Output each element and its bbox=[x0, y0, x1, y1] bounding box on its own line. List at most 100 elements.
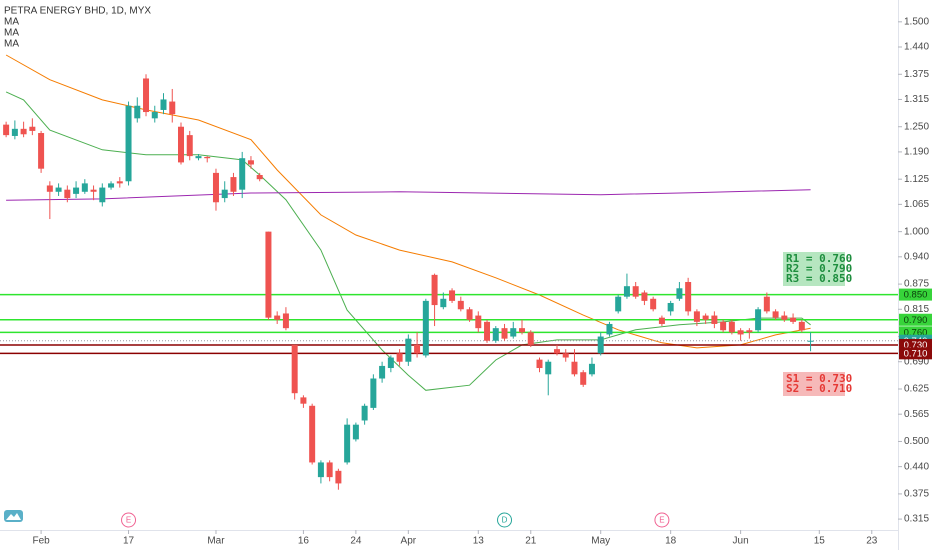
candle-body bbox=[597, 336, 604, 354]
price-badge-label: 0.850 bbox=[904, 290, 928, 301]
candle-body bbox=[658, 317, 665, 324]
x-tick-label: Mar bbox=[207, 536, 225, 547]
y-tick-label: 0.625 bbox=[904, 384, 929, 395]
candle-body bbox=[379, 365, 386, 379]
legend-entry: MA bbox=[4, 39, 19, 50]
y-tick-label: 0.500 bbox=[904, 436, 929, 447]
candle-body bbox=[728, 321, 735, 333]
candle-body bbox=[702, 315, 709, 320]
candle-body bbox=[29, 126, 36, 131]
candle-body bbox=[108, 183, 115, 188]
x-tick-label: May bbox=[591, 536, 610, 547]
candle-body bbox=[720, 321, 727, 331]
candle-body bbox=[3, 124, 10, 136]
y-tick-label: 1.000 bbox=[904, 226, 929, 237]
candle-body bbox=[807, 340, 814, 342]
candle-body bbox=[606, 323, 613, 335]
candle-body bbox=[73, 187, 80, 194]
candle-body bbox=[282, 313, 289, 329]
legend-entry: MA bbox=[4, 17, 19, 28]
event-marker bbox=[654, 512, 670, 528]
candle-body bbox=[790, 317, 797, 322]
candle-body bbox=[396, 353, 403, 362]
x-tick-label: Jun bbox=[733, 536, 749, 547]
candle-body bbox=[204, 156, 211, 159]
candle-body bbox=[64, 189, 71, 199]
candle-body bbox=[160, 99, 167, 110]
candle-body bbox=[457, 300, 464, 310]
resistance-box bbox=[783, 252, 845, 286]
chart-title: PETRA ENERGY BHD, 1D, MYX bbox=[4, 6, 151, 17]
candle-body bbox=[431, 274, 438, 306]
logo bbox=[4, 510, 23, 522]
x-tick-label: 18 bbox=[665, 536, 677, 547]
candle-body bbox=[300, 397, 307, 404]
plot-area bbox=[0, 54, 898, 490]
candle-body bbox=[256, 174, 263, 180]
candle-body bbox=[545, 361, 552, 375]
candle-body bbox=[134, 105, 141, 119]
x-tick-label: 17 bbox=[123, 536, 135, 547]
candle-body bbox=[239, 158, 246, 190]
candle-body bbox=[291, 344, 298, 394]
y-tick-label: 0.565 bbox=[904, 409, 929, 420]
candle-body bbox=[475, 315, 482, 329]
resistance-label: R3 = 0.850 bbox=[786, 272, 852, 285]
event-label: D bbox=[502, 516, 508, 525]
candle-body bbox=[519, 328, 526, 333]
y-tick-label: 0.375 bbox=[904, 489, 929, 500]
candle-body bbox=[326, 462, 333, 478]
candle-body bbox=[116, 181, 123, 184]
candle-body bbox=[737, 330, 744, 335]
x-tick-label: 16 bbox=[298, 536, 310, 547]
candle-body bbox=[536, 359, 543, 369]
candle-body bbox=[501, 328, 508, 339]
candle-body bbox=[186, 135, 193, 157]
support-box bbox=[783, 372, 845, 396]
candle-body bbox=[440, 298, 447, 308]
candle-body bbox=[387, 357, 394, 369]
candle-body bbox=[615, 296, 622, 312]
x-tick-label: 15 bbox=[814, 536, 826, 547]
candle-body bbox=[466, 309, 473, 320]
support-label: S1 = 0.730 bbox=[786, 372, 852, 385]
candle-body bbox=[309, 405, 316, 463]
resistance-label: R1 = 0.760 bbox=[786, 252, 852, 265]
candle-body bbox=[221, 189, 228, 199]
candle-body bbox=[562, 353, 569, 358]
moving-average-line bbox=[5, 91, 811, 391]
candle-body bbox=[693, 311, 700, 322]
price-badge-label: 0.790 bbox=[904, 315, 928, 326]
candle-body bbox=[641, 292, 648, 301]
resistance-label: R2 = 0.790 bbox=[786, 262, 852, 275]
price-badge bbox=[899, 313, 932, 326]
candle-body bbox=[352, 424, 359, 440]
candle-body bbox=[38, 133, 45, 169]
candle-body bbox=[772, 311, 779, 318]
x-tick-label: Apr bbox=[401, 536, 417, 547]
candle-body bbox=[798, 321, 805, 331]
y-tick-label: 1.250 bbox=[904, 121, 929, 132]
event-label: E bbox=[659, 516, 664, 525]
event-marker bbox=[497, 512, 513, 528]
candle-body bbox=[169, 101, 176, 115]
event-label: E bbox=[126, 516, 131, 525]
price-badge-label: 0.710 bbox=[904, 348, 928, 359]
candle-body bbox=[125, 105, 132, 182]
candle-body bbox=[449, 290, 456, 301]
price-badge bbox=[899, 288, 932, 301]
candle-body bbox=[746, 330, 753, 333]
candle-body bbox=[755, 309, 762, 331]
y-tick-label: 0.690 bbox=[904, 356, 929, 367]
candle-body bbox=[143, 78, 150, 113]
candle-body bbox=[422, 300, 429, 356]
candle-body bbox=[11, 128, 18, 136]
candle-body bbox=[650, 298, 657, 310]
candle-body bbox=[370, 378, 377, 408]
y-tick-label: 0.440 bbox=[904, 461, 929, 472]
candle-body bbox=[571, 361, 578, 375]
y-tick-label: 1.440 bbox=[904, 42, 929, 53]
